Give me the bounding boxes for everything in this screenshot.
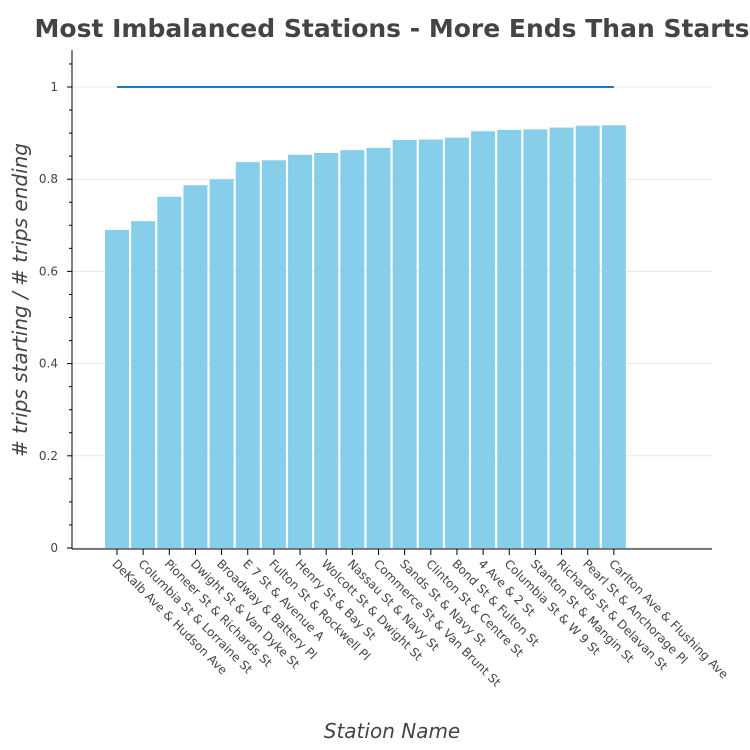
x-axis-label: Station Name (324, 719, 460, 743)
bar (444, 137, 469, 548)
y-tick-label: 0 (50, 541, 58, 555)
bar (235, 162, 260, 548)
chart-title: Most Imbalanced Stations - More Ends Tha… (35, 14, 750, 43)
y-tick-label: 1 (50, 80, 58, 94)
bar (131, 221, 156, 548)
bar (366, 147, 391, 549)
axes (67, 50, 712, 555)
bar (418, 139, 443, 548)
y-tick-label: 0.2 (39, 449, 58, 463)
bar (523, 129, 548, 549)
bar (183, 185, 208, 548)
y-tick-label: 0.4 (39, 357, 58, 371)
y-tick-labels: 0 0.2 0.4 0.6 0.8 1 (39, 80, 58, 555)
bars (105, 125, 626, 549)
bar (261, 160, 286, 548)
y-tick-label: 0.8 (39, 172, 58, 186)
bar (471, 131, 496, 549)
y-tick-label: 0.6 (39, 264, 58, 278)
bar (575, 125, 600, 548)
bar (549, 127, 574, 549)
bar (392, 140, 417, 548)
bar (157, 196, 182, 548)
bar (497, 129, 522, 549)
x-tick-label: Richards St & Delavan St (554, 557, 670, 673)
bar (209, 179, 234, 548)
bar (105, 229, 129, 548)
bar (288, 154, 313, 548)
bar (314, 152, 339, 548)
bar (601, 125, 626, 548)
bar (340, 150, 365, 549)
y-axis-label: # trips starting / # trips ending (8, 143, 32, 457)
